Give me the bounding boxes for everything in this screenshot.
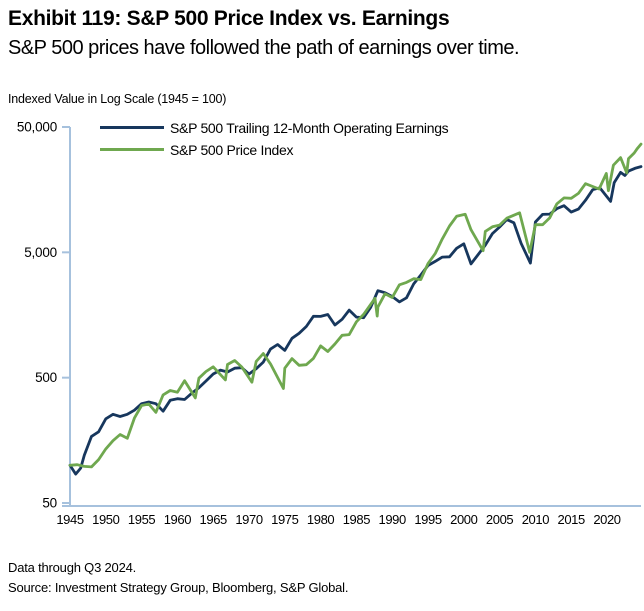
y-tick-label: 5,000 — [24, 245, 57, 260]
x-tick-label: 1950 — [92, 512, 119, 527]
legend-item-earnings: S&P 500 Trailing 12-Month Operating Earn… — [100, 119, 449, 136]
y-axis-unit-label: Indexed Value in Log Scale (1945 = 100) — [8, 92, 227, 106]
x-tick-label: 1945 — [56, 512, 83, 527]
price-line — [68, 142, 643, 469]
legend-label-price: S&P 500 Price Index — [170, 141, 294, 158]
price-line-swatch — [100, 148, 164, 151]
x-tick-label: 2000 — [450, 512, 477, 527]
x-tick-label: 1955 — [128, 512, 155, 527]
footer-source: Source: Investment Strategy Group, Bloom… — [8, 580, 349, 595]
x-tick-label: 2010 — [522, 512, 549, 527]
exhibit-title: Exhibit 119: S&P 500 Price Index vs. Ear… — [8, 7, 450, 30]
x-tick-label: 1980 — [307, 512, 334, 527]
y-tick-label: 500 — [35, 370, 57, 385]
legend-item-price: S&P 500 Price Index — [100, 141, 448, 158]
x-tick-label: 1965 — [200, 512, 227, 527]
footer-data-through: Data through Q3 2024. — [8, 560, 137, 575]
x-tick-label: 2020 — [593, 512, 620, 527]
x-tick-label: 1990 — [379, 512, 406, 527]
x-tick-label: 1995 — [414, 512, 441, 527]
chart-legend: S&P 500 Trailing 12-Month Operating Earn… — [100, 119, 449, 164]
earnings-line — [68, 165, 643, 476]
x-tick-label: 1985 — [343, 512, 370, 527]
legend-label-earnings: S&P 500 Trailing 12-Month Operating Earn… — [170, 119, 449, 136]
chart-footer: Data through Q3 2024. Source: Investment… — [8, 558, 348, 598]
earnings-line-swatch — [100, 126, 164, 129]
x-tick-label: 2005 — [486, 512, 513, 527]
exhibit-subtitle: S&P 500 prices have followed the path of… — [8, 37, 520, 59]
x-tick-label: 1975 — [271, 512, 298, 527]
x-tick-label: 2015 — [558, 512, 585, 527]
y-tick-label: 50,000 — [17, 120, 57, 135]
y-tick-label: 50 — [42, 496, 57, 511]
x-tick-label: 1970 — [235, 512, 262, 527]
x-tick-label: 1960 — [164, 512, 191, 527]
